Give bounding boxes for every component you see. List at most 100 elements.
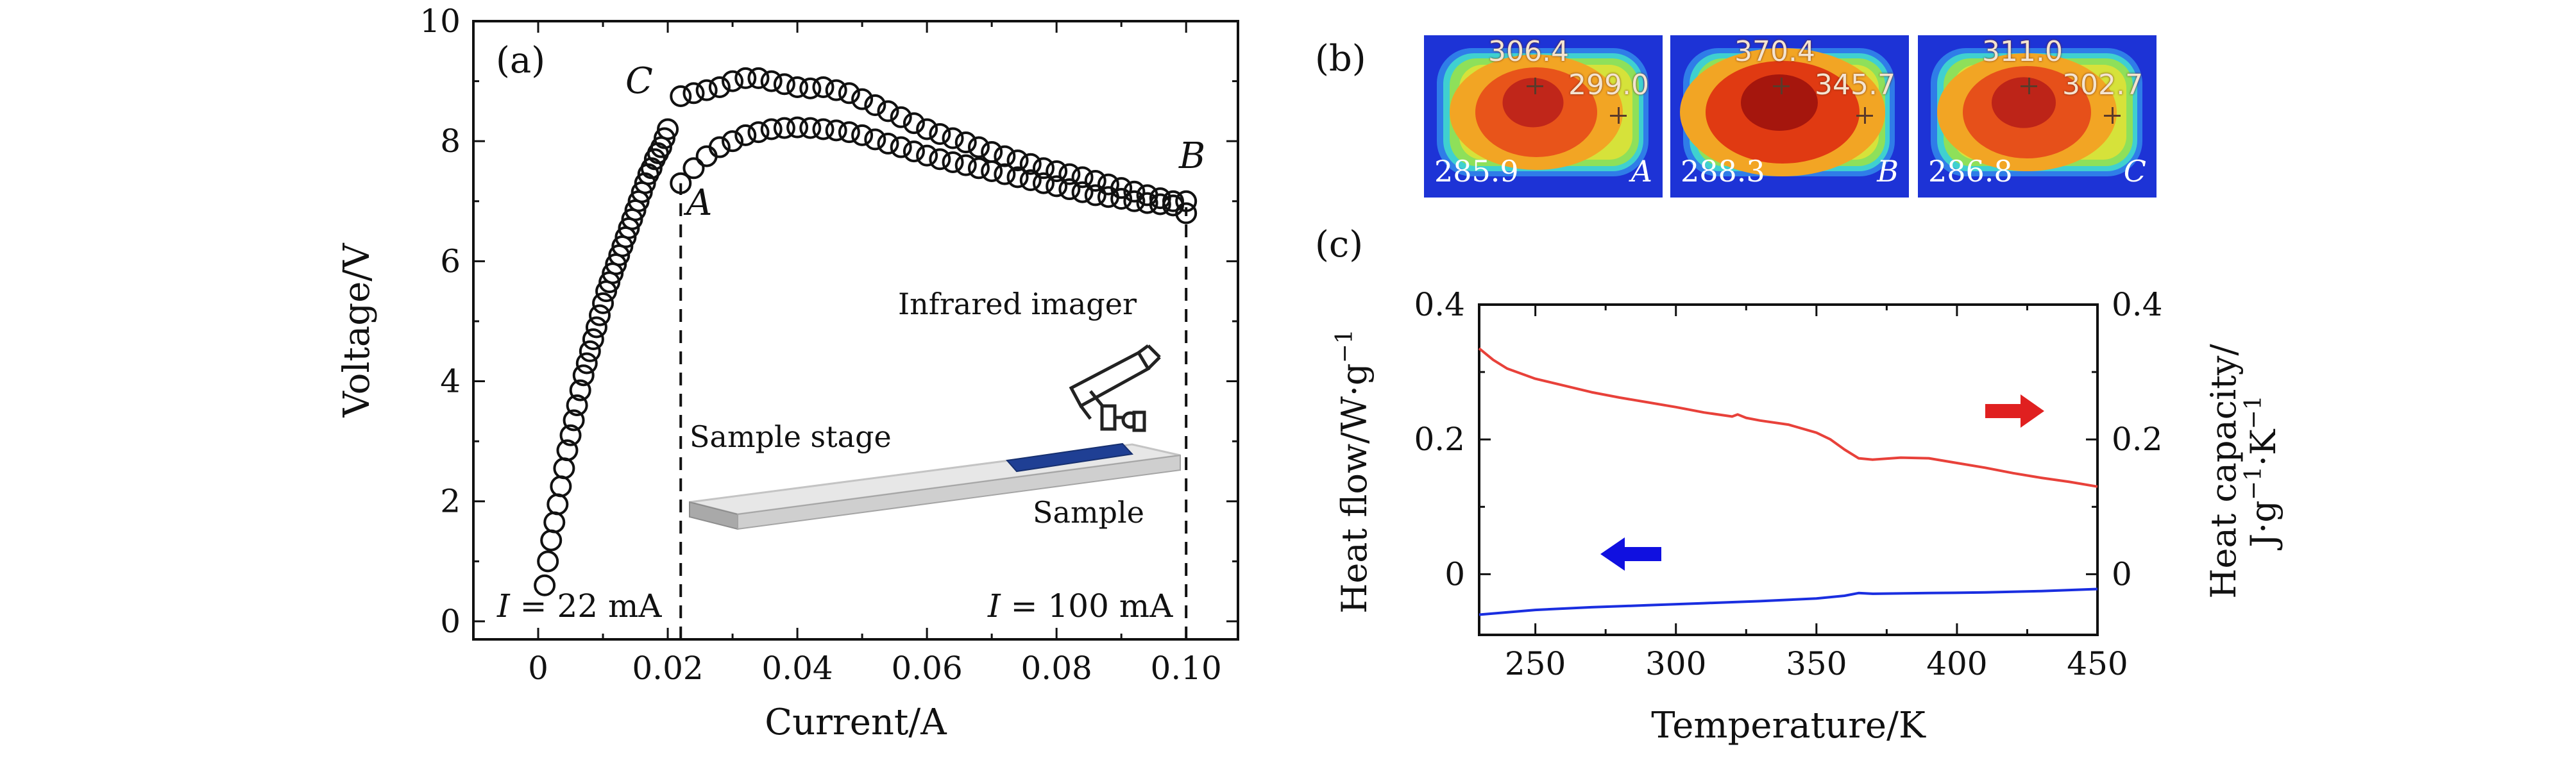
thermal-image-b: 370.4 345.7 288.3 B [1670,35,1909,198]
data-point [1006,166,1029,189]
panel-label-a: (a) [496,40,545,81]
current-value-left: = 22 mA [520,587,663,625]
data-point [994,163,1016,185]
y-tick-label-right-c: 0 [2112,555,2132,593]
y-tick-label-left-c: 0.4 [1414,286,1465,323]
heat-capacity-line [1478,347,2098,488]
sample-bar [1006,442,1134,473]
data-point [929,122,951,145]
data-point [582,328,604,351]
data-point [1058,163,1081,185]
data-point [1123,190,1146,212]
y-axis-label-a: Voltage/V [336,242,378,418]
data-point [540,529,563,552]
plot-frame-c [1478,303,2099,636]
data-point [890,106,912,128]
y-tick-label-left-c: 0 [1445,555,1465,593]
current-symbol-left: I [496,587,511,625]
data-point [1097,173,1119,196]
thermal-max-temp: 311.0 [1982,35,2063,68]
data-point [838,121,860,144]
data-point [1110,188,1133,210]
data-point [825,119,847,142]
data-point [1032,172,1055,194]
data-point [1071,181,1094,203]
y-axis-label-right-c-2: J·g−1·K−1 [2241,395,2284,550]
thermal-secondary-temp: 345.7 [1815,69,1895,101]
data-point [537,550,559,573]
data-point [588,304,611,326]
data-point [572,364,595,387]
crosshair-secondary-icon [1856,107,1873,124]
data-point [812,118,835,140]
data-point [569,379,591,401]
data-point [556,439,579,462]
data-point [670,85,692,107]
crosshair-max-icon [2021,78,2037,94]
inset-label-stage: Sample stage [690,419,892,454]
data-point [708,76,731,98]
data-point [575,352,598,375]
current-value-right: = 100 mA [1011,587,1174,625]
thermal-image-a: 306.4 299.0 285.9 A [1424,35,1663,198]
data-point [902,140,925,163]
x-tick-label-c: 250 [1505,645,1566,682]
data-point [1149,187,1171,210]
x-tick-label-a: 0 [528,650,548,687]
data-point [747,67,770,89]
data-point [786,116,809,139]
arrow-left-blue [1600,537,1661,571]
data-point [929,148,951,171]
thermal-heatmap [1670,35,1909,198]
data-point [1097,186,1119,208]
data-point [967,157,990,180]
thermal-point-label: C [2123,154,2146,189]
sample-stage-front [737,454,1181,530]
y-tick-label-a: 6 [440,242,461,280]
x-tick-label-c: 300 [1645,645,1706,682]
x-tick-label-a: 0.04 [761,650,833,687]
thermal-min-temp: 286.8 [1928,154,2013,189]
data-point [760,70,783,92]
data-point [550,475,572,498]
y-tick-label-right-c: 0.2 [2112,421,2163,458]
data-point [864,94,886,117]
data-point [942,151,964,173]
plot-frame-a [472,20,1239,641]
infrared-camera-icon [1069,344,1161,432]
data-point [773,73,795,96]
heat-flow-exp: −1 [1332,329,1358,363]
data-point [559,424,582,446]
x-tick-label-c: 400 [1926,645,1987,682]
data-point [708,136,731,158]
thermal-secondary-temp: 302.7 [2062,69,2143,101]
inset-label-imager: Infrared imager [898,287,1137,321]
y-axis-label-left-c: Heat flow/W·g−1 [1332,329,1375,613]
data-point [851,88,874,110]
point-label-a: A [683,182,712,224]
x-tick-label-c: 450 [2067,645,2128,682]
data-point [1175,190,1198,212]
data-point [954,154,977,176]
data-point [877,100,899,122]
y-tick-label-left-c: 0.2 [1414,421,1465,458]
data-point [838,82,860,105]
crosshair-max-icon [1527,78,1543,94]
x-axis-label-c: Temperature/K [1651,705,1926,746]
data-point [1046,160,1068,182]
data-point [981,160,1003,182]
crosshair-secondary-icon [1610,107,1627,124]
data-point [585,316,607,339]
data-point [1058,178,1081,201]
point-label-c: C [625,60,653,102]
data-point [1032,157,1055,180]
data-point [1006,149,1029,172]
x-tick-label-a: 0.06 [891,650,962,687]
data-point [734,124,757,146]
data-point [722,70,744,92]
y-tick-label-a: 8 [440,122,461,160]
x-tick-label-a: 0.08 [1021,650,1092,687]
data-point [851,124,874,146]
